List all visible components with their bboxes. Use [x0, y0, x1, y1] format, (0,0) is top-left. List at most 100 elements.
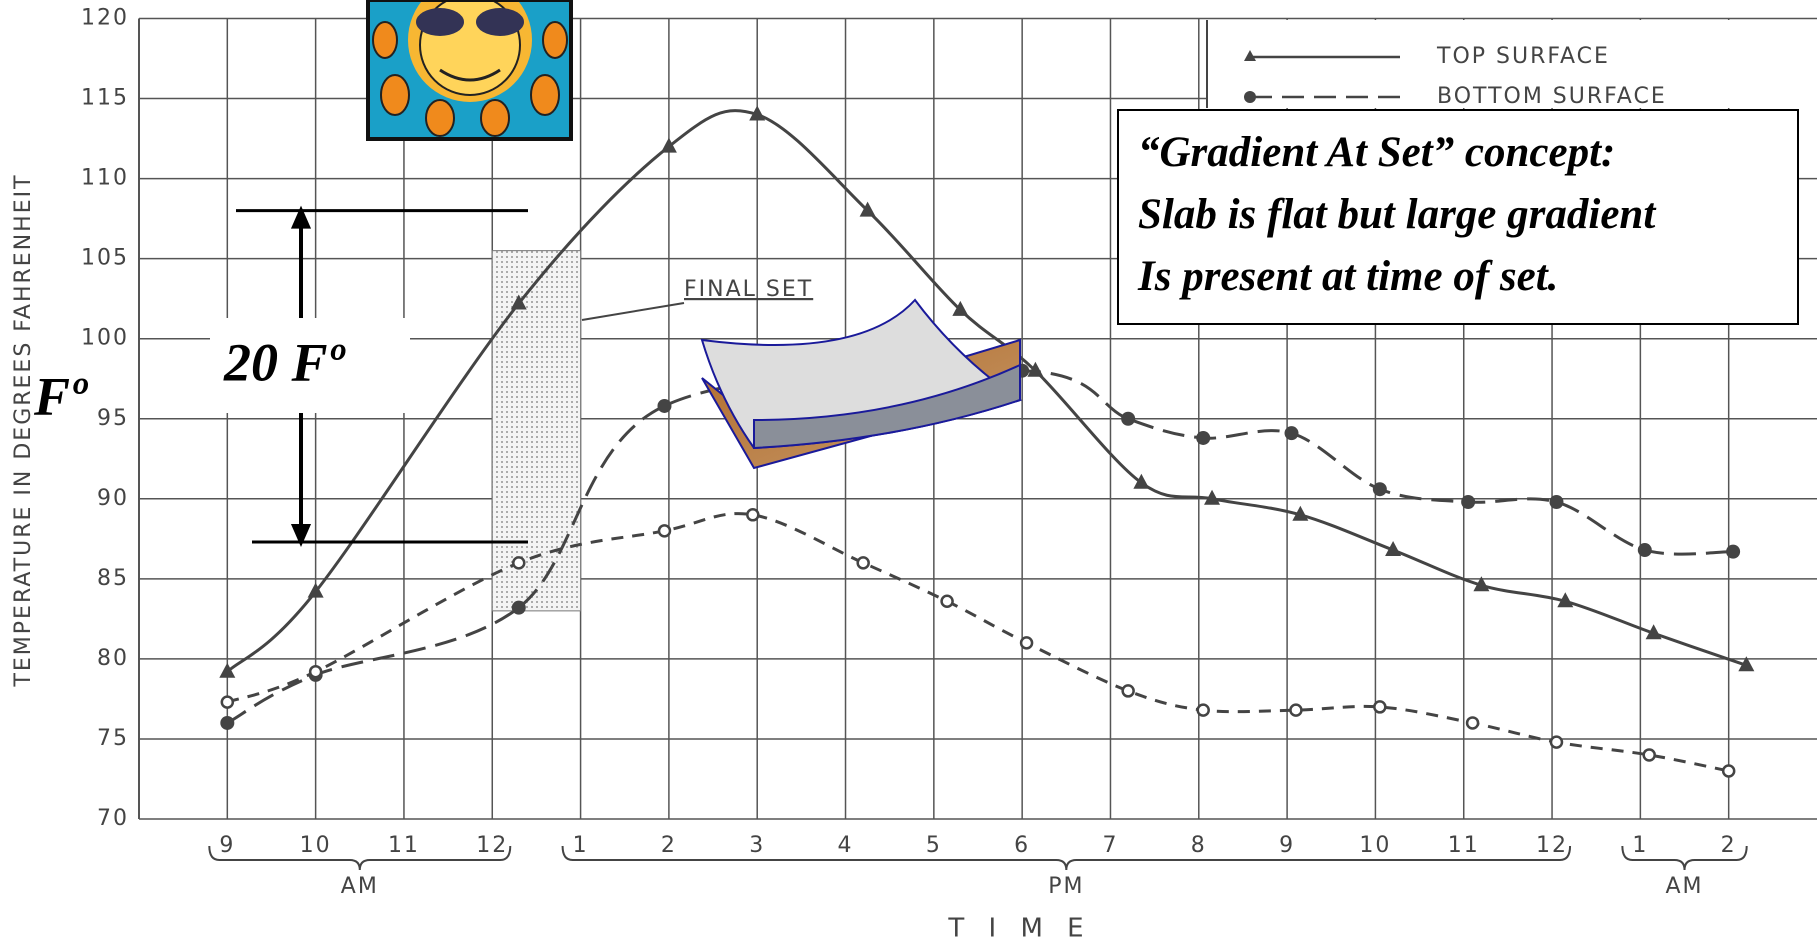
point: [1373, 700, 1387, 714]
x-tick-label: 6: [1014, 833, 1030, 858]
y-tick-label: 75: [97, 726, 129, 751]
y-tick-label: 105: [81, 246, 129, 271]
final-set-label: FINAL SET: [684, 277, 813, 302]
point: [219, 662, 236, 678]
y-tick-label: 90: [97, 486, 129, 511]
x-tick-label: 12: [1536, 833, 1568, 858]
group-label: AM: [341, 874, 379, 899]
point: [1549, 735, 1564, 749]
final-set-band: [491, 250, 582, 612]
y-tick-label: 120: [81, 6, 129, 31]
point: [1292, 505, 1309, 521]
group-bracket: [561, 845, 1572, 871]
x-tick-label: 4: [838, 833, 854, 858]
x-tick-label: 2: [1721, 833, 1737, 858]
point: [1549, 495, 1564, 510]
group-bracket: [1621, 845, 1748, 871]
gradient-label: 20 Fº: [223, 332, 347, 392]
point: [1284, 426, 1299, 441]
y-tick-label: 110: [81, 166, 129, 191]
point: [1289, 703, 1303, 717]
x-tick-label: 11: [1448, 833, 1480, 858]
x-tick-label: 9: [219, 833, 235, 858]
x-tick-label: 3: [749, 833, 765, 858]
point: [1385, 541, 1402, 557]
gradient-arrow: [290, 205, 312, 548]
final-set-leader: [581, 302, 685, 321]
point: [512, 556, 526, 570]
point: [510, 294, 527, 310]
point: [1738, 656, 1755, 672]
point: [660, 137, 677, 153]
y-tick-label: 95: [97, 406, 129, 431]
x-tick-label: 5: [926, 833, 942, 858]
x-tick-label: 10: [1359, 833, 1391, 858]
point: [308, 664, 323, 679]
point: [952, 300, 969, 316]
point: [1637, 543, 1652, 558]
legend-marker: [1244, 91, 1256, 103]
y-tick-label: 80: [97, 646, 129, 671]
point: [940, 594, 954, 609]
y-axis-label: TEMPERATURE IN DEGREES FAHRENHEIT: [11, 173, 36, 687]
y-tick-label: 115: [81, 86, 129, 111]
legend-label: BOTTOM SURFACE: [1437, 84, 1667, 109]
x-tick-label: 11: [388, 833, 420, 858]
x-tick-label: 8: [1191, 833, 1207, 858]
point: [749, 105, 766, 121]
group-bracket: [208, 845, 512, 871]
point: [1196, 703, 1210, 717]
group-label: PM: [1048, 874, 1084, 899]
note-line: “Gradient At Set” concept:: [1138, 129, 1615, 176]
point: [1461, 495, 1476, 510]
point: [1196, 430, 1211, 445]
point: [307, 582, 324, 598]
point: [1121, 684, 1135, 698]
legend-bg: [1207, 20, 1817, 108]
gradient-label-bg: [210, 318, 410, 413]
point: [1645, 624, 1662, 640]
point: [1133, 473, 1150, 489]
x-tick-label: 2: [661, 833, 677, 858]
point: [657, 524, 672, 538]
point: [1473, 576, 1490, 592]
series-line: [226, 512, 1729, 773]
point: [1642, 748, 1656, 762]
note-line: Slab is flat but large gradient: [1138, 191, 1657, 238]
point: [220, 715, 235, 730]
point: [1204, 489, 1221, 505]
point: [1557, 592, 1574, 608]
note-box: [1117, 109, 1799, 325]
point: [1372, 482, 1387, 497]
point: [511, 600, 526, 615]
sun-picture: [366, 0, 573, 141]
point: [746, 508, 760, 522]
point: [220, 695, 235, 709]
note-line: Is present at time of set.: [1137, 253, 1558, 300]
x-tick-label: 1: [573, 833, 589, 858]
group-label: AM: [1666, 874, 1704, 899]
point: [856, 556, 870, 570]
point: [657, 398, 672, 413]
point: [1726, 544, 1741, 559]
y-tick-label: 70: [97, 806, 129, 831]
x-tick-label: 1: [1632, 833, 1648, 858]
x-tick-label: 10: [300, 833, 332, 858]
point: [859, 201, 876, 217]
x-tick-label: 12: [476, 833, 508, 858]
x-tick-label: 9: [1279, 833, 1295, 858]
point: [1121, 411, 1136, 426]
point: [1465, 716, 1480, 730]
x-axis-label: T I M E: [947, 914, 1091, 944]
unit-label: Fº: [33, 366, 89, 426]
legend-marker: [1244, 50, 1256, 61]
slab-picture: [700, 298, 1023, 470]
y-tick-label: 85: [97, 566, 129, 591]
point: [1721, 764, 1736, 778]
point: [1019, 636, 1034, 650]
legend-label: TOP SURFACE: [1436, 44, 1610, 69]
y-tick-label: 100: [81, 326, 129, 351]
series-line: [226, 368, 1734, 725]
